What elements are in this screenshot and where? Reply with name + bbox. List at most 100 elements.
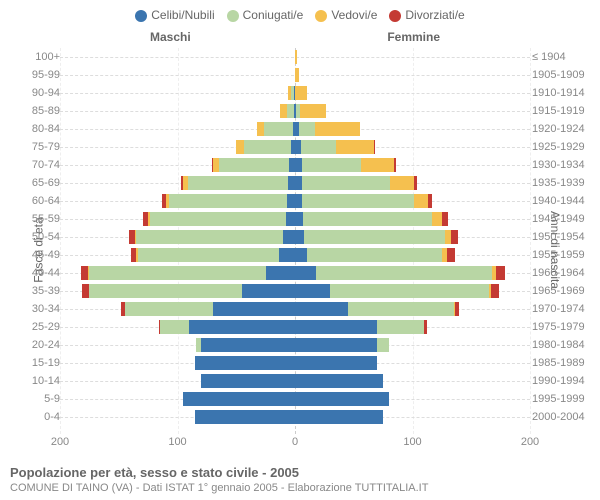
birth-label: 1980-1984	[528, 336, 598, 354]
bar-female	[295, 320, 530, 334]
segment-cel	[295, 248, 307, 262]
bar-male	[60, 410, 295, 424]
segment-ved	[315, 122, 360, 136]
segment-cel	[266, 266, 295, 280]
segment-div	[394, 158, 396, 172]
segment-con	[150, 212, 285, 226]
birth-label: 1910-1914	[528, 84, 598, 102]
bar-male	[60, 248, 295, 262]
bar-male	[60, 194, 295, 208]
segment-ved	[295, 86, 307, 100]
segment-con	[377, 338, 389, 352]
age-row: 50-541950-1954	[60, 228, 530, 246]
segment-div	[447, 248, 455, 262]
segment-cel	[201, 374, 295, 388]
segment-cel	[295, 320, 377, 334]
age-row: 100+≤ 1904	[60, 48, 530, 66]
segment-div	[496, 266, 505, 280]
bar-female	[295, 86, 530, 100]
bar-male	[60, 104, 295, 118]
segment-con	[244, 140, 291, 154]
segment-ved	[300, 104, 326, 118]
age-row: 70-741930-1934	[60, 156, 530, 174]
segment-ved	[390, 176, 414, 190]
birth-label: 1990-1994	[528, 372, 598, 390]
age-label: 45-49	[2, 246, 64, 264]
segment-con	[125, 302, 213, 316]
segment-cel	[189, 320, 295, 334]
age-row: 60-641940-1944	[60, 192, 530, 210]
segment-cel	[242, 284, 295, 298]
plot-area: 100+≤ 190495-991905-190990-941910-191485…	[60, 48, 530, 434]
birth-label: 1945-1949	[528, 210, 598, 228]
x-tick: 200	[521, 436, 539, 448]
age-row: 95-991905-1909	[60, 66, 530, 84]
bar-male	[60, 158, 295, 172]
legend: Celibi/NubiliConiugati/eVedovi/eDivorzia…	[0, 8, 600, 22]
segment-cel	[201, 338, 295, 352]
segment-cel	[195, 410, 295, 424]
legend-swatch	[389, 10, 401, 22]
age-label: 50-54	[2, 228, 64, 246]
header-males: Maschi	[150, 30, 191, 44]
legend-swatch	[135, 10, 147, 22]
chart-title: Popolazione per età, sesso e stato civil…	[10, 465, 590, 480]
segment-cel	[295, 212, 303, 226]
age-label: 100+	[2, 48, 64, 66]
bar-female	[295, 410, 530, 424]
segment-cel	[279, 248, 295, 262]
age-row: 75-791925-1929	[60, 138, 530, 156]
segment-cel	[213, 302, 295, 316]
bar-female	[295, 374, 530, 388]
age-label: 60-64	[2, 192, 64, 210]
bar-male	[60, 320, 295, 334]
age-label: 30-34	[2, 300, 64, 318]
bar-female	[295, 248, 530, 262]
age-label: 55-59	[2, 210, 64, 228]
bar-female	[295, 284, 530, 298]
bar-female	[295, 68, 530, 82]
bar-male	[60, 50, 295, 64]
age-row: 15-191985-1989	[60, 354, 530, 372]
bar-male	[60, 266, 295, 280]
birth-label: 1935-1939	[528, 174, 598, 192]
age-label: 75-79	[2, 138, 64, 156]
header-females: Femmine	[387, 30, 440, 44]
bar-male	[60, 140, 295, 154]
segment-con	[302, 176, 390, 190]
legend-item: Coniugati/e	[227, 8, 304, 22]
birth-label: 1965-1969	[528, 282, 598, 300]
segment-div	[442, 212, 448, 226]
age-label: 90-94	[2, 84, 64, 102]
segment-con	[138, 248, 279, 262]
bar-female	[295, 104, 530, 118]
age-row: 45-491955-1959	[60, 246, 530, 264]
chart-subtitle: COMUNE DI TAINO (VA) - Dati ISTAT 1° gen…	[10, 482, 590, 494]
bar-male	[60, 86, 295, 100]
segment-con	[303, 212, 432, 226]
bar-female	[295, 212, 530, 226]
segment-con	[89, 284, 242, 298]
x-axis: 2001000100200	[60, 436, 530, 450]
bar-male	[60, 374, 295, 388]
birth-label: 2000-2004	[528, 408, 598, 426]
birth-label: 1970-1974	[528, 300, 598, 318]
birth-label: 1930-1934	[528, 156, 598, 174]
segment-div	[81, 266, 88, 280]
birth-label: 1950-1954	[528, 228, 598, 246]
segment-cel	[283, 230, 295, 244]
segment-ved	[432, 212, 441, 226]
age-label: 20-24	[2, 336, 64, 354]
bar-female	[295, 176, 530, 190]
birth-label: ≤ 1904	[528, 48, 598, 66]
age-label: 15-19	[2, 354, 64, 372]
age-row: 65-691935-1939	[60, 174, 530, 192]
segment-con	[136, 230, 283, 244]
segment-div	[491, 284, 499, 298]
segment-con	[264, 122, 292, 136]
age-row: 25-291975-1979	[60, 318, 530, 336]
segment-con	[299, 122, 315, 136]
bar-male	[60, 212, 295, 226]
bar-male	[60, 68, 295, 82]
segment-div	[451, 230, 458, 244]
